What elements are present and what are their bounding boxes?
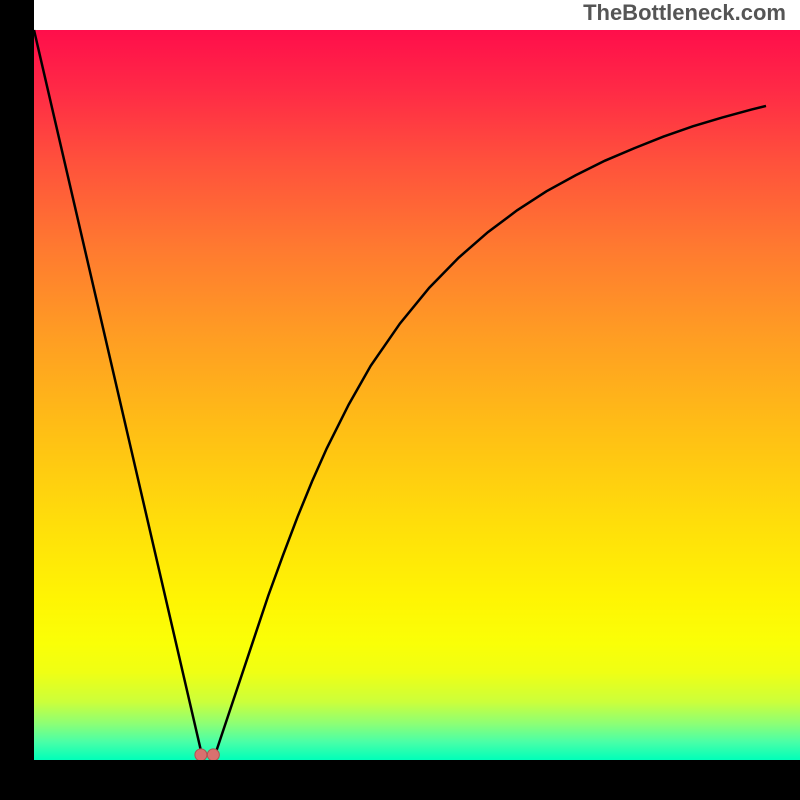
chart-svg bbox=[0, 0, 800, 800]
dip-marker bbox=[207, 749, 219, 761]
bottleneck-chart: TheBottleneck.com bbox=[0, 0, 800, 800]
top-margin bbox=[0, 0, 800, 30]
x-axis-bar bbox=[0, 760, 800, 800]
y-axis-bar bbox=[0, 0, 34, 800]
plot-background bbox=[34, 30, 800, 760]
dip-marker bbox=[195, 749, 207, 761]
